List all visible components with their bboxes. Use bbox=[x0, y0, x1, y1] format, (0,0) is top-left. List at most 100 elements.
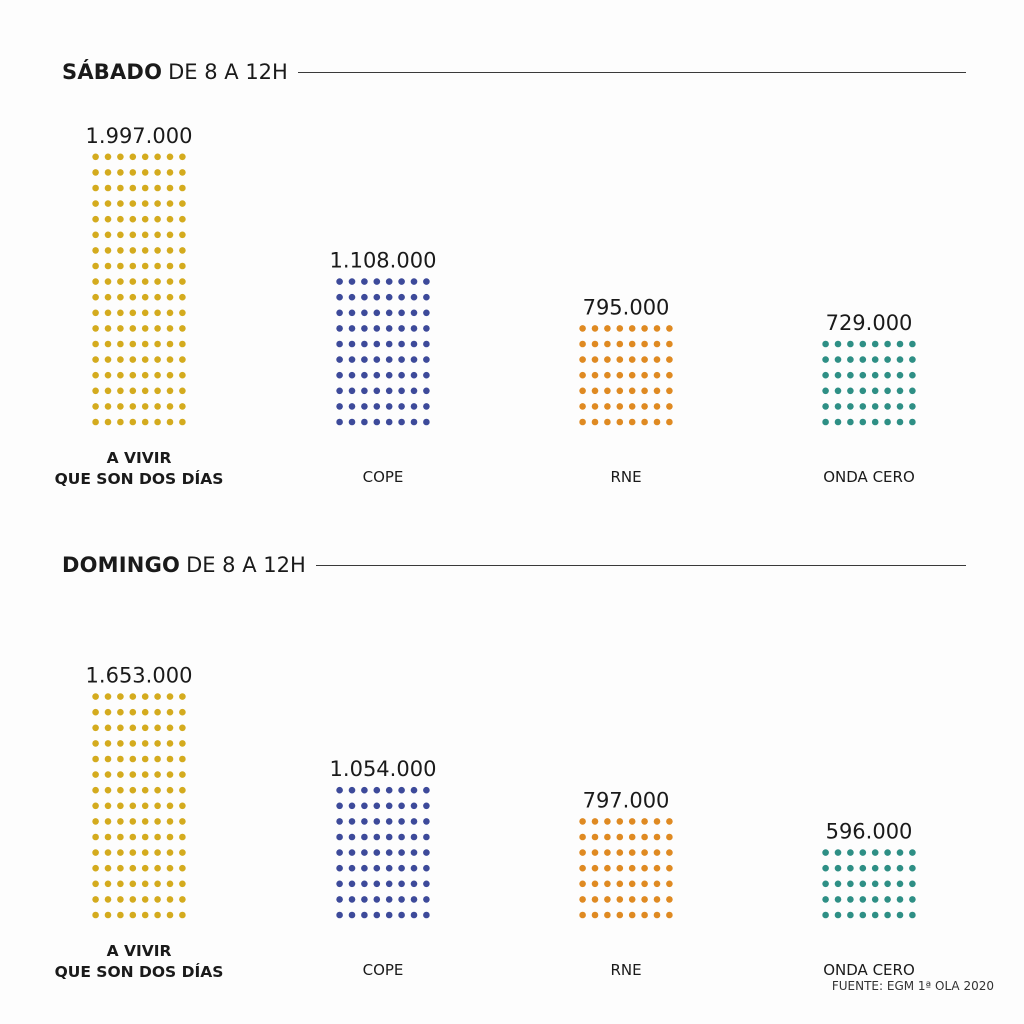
sunday-dot bbox=[373, 911, 381, 919]
sunday-dot bbox=[129, 864, 137, 872]
saturday-dot bbox=[104, 293, 112, 301]
saturday-dot bbox=[579, 340, 586, 348]
saturday-category-label-rne: RNE bbox=[610, 468, 641, 486]
saturday-dot bbox=[361, 387, 368, 395]
saturday-dot bbox=[336, 356, 343, 363]
saturday-dot bbox=[822, 387, 829, 395]
sunday-dot bbox=[361, 911, 368, 919]
saturday-dot bbox=[859, 387, 867, 395]
saturday-dot bbox=[154, 278, 161, 285]
saturday-dot bbox=[604, 325, 611, 332]
saturday-dot bbox=[104, 418, 112, 426]
saturday-dot bbox=[579, 371, 586, 379]
sunday-value-label-rne: 797.000 bbox=[583, 788, 670, 812]
saturday-dot bbox=[859, 403, 867, 410]
sunday-category-label-a-vivir: QUE SON DOS DÍAS bbox=[55, 962, 224, 981]
saturday-dot bbox=[666, 325, 673, 332]
saturday-dot bbox=[348, 325, 356, 332]
sunday-dot bbox=[166, 833, 174, 841]
saturday-dot bbox=[641, 356, 648, 363]
saturday-dot bbox=[834, 387, 842, 395]
sunday-dot bbox=[117, 849, 124, 856]
saturday-dot bbox=[117, 200, 124, 207]
sunday-dot bbox=[822, 864, 829, 872]
sunday-dot bbox=[909, 849, 916, 856]
saturday-dot bbox=[117, 215, 124, 223]
saturday-dot bbox=[92, 418, 99, 426]
sunday-panel: DOMINGO DE 8 A 12H 1.653.000 A VIVIR QUE S… bbox=[0, 545, 1024, 1005]
saturday-dot bbox=[154, 293, 161, 301]
sunday-dot bbox=[859, 864, 867, 872]
saturday-dot bbox=[847, 387, 854, 395]
saturday-dot bbox=[385, 309, 393, 317]
saturday-dot bbox=[628, 403, 636, 410]
sunday-dot bbox=[884, 896, 891, 903]
saturday-dot bbox=[154, 169, 161, 176]
saturday-dot bbox=[591, 340, 599, 348]
saturday-dot bbox=[154, 215, 161, 223]
saturday-dot bbox=[616, 340, 624, 348]
sunday-dot bbox=[398, 786, 405, 794]
sunday-dot bbox=[579, 818, 586, 825]
sunday-dot bbox=[628, 880, 636, 888]
saturday-dot bbox=[847, 403, 854, 410]
sunday-dot bbox=[336, 880, 343, 888]
saturday-dot bbox=[348, 340, 356, 348]
sunday-dot bbox=[141, 864, 149, 872]
saturday-dot bbox=[871, 371, 879, 379]
sunday-dot bbox=[154, 708, 161, 716]
sunday-dot bbox=[129, 724, 137, 732]
sunday-dot bbox=[154, 911, 161, 919]
sunday-dot bbox=[154, 849, 161, 856]
saturday-dot bbox=[141, 356, 149, 363]
sunday-dot bbox=[616, 911, 624, 919]
saturday-dot bbox=[628, 340, 636, 348]
sunday-dot bbox=[385, 802, 393, 810]
sunday-dot bbox=[141, 833, 149, 841]
saturday-dot bbox=[666, 356, 673, 363]
sunday-dot bbox=[348, 864, 356, 872]
sunday-dot bbox=[166, 786, 174, 794]
saturday-panel: SÁBADO DE 8 A 12H 1.997.000 A VIVIR QUE SO… bbox=[0, 52, 1024, 512]
sunday-dot bbox=[579, 849, 586, 856]
sunday-dot bbox=[410, 864, 418, 872]
sunday-dot bbox=[92, 693, 99, 700]
saturday-dot bbox=[92, 215, 99, 223]
sunday-dot bbox=[154, 818, 161, 825]
saturday-dot bbox=[591, 371, 599, 379]
sunday-dot bbox=[154, 896, 161, 903]
saturday-dot bbox=[166, 262, 174, 270]
sunday-dot bbox=[166, 802, 174, 810]
saturday-dot bbox=[884, 356, 891, 363]
sunday-dot bbox=[179, 849, 186, 856]
saturday-dot bbox=[410, 278, 418, 285]
saturday-dot bbox=[166, 309, 174, 317]
sunday-dot bbox=[398, 864, 405, 872]
sunday-dot bbox=[591, 833, 599, 841]
saturday-dot bbox=[117, 231, 124, 239]
sunday-dot bbox=[141, 911, 149, 919]
sunday-dot bbox=[423, 786, 430, 794]
sunday-dot bbox=[361, 849, 368, 856]
saturday-dot bbox=[884, 387, 891, 395]
saturday-dot bbox=[398, 387, 405, 395]
saturday-dot bbox=[423, 387, 430, 395]
saturday-dot bbox=[641, 340, 648, 348]
sunday-dot bbox=[154, 864, 161, 872]
saturday-dot bbox=[129, 387, 137, 395]
sunday-dot bbox=[129, 880, 137, 888]
saturday-dot bbox=[179, 200, 186, 207]
saturday-dot bbox=[179, 215, 186, 223]
saturday-dot bbox=[373, 371, 381, 379]
saturday-dot bbox=[604, 387, 611, 395]
saturday-dot bbox=[896, 387, 904, 395]
sunday-dot bbox=[336, 864, 343, 872]
sunday-dot bbox=[166, 818, 174, 825]
sunday-dot bbox=[129, 771, 137, 778]
saturday-dot bbox=[348, 309, 356, 317]
sunday-dot bbox=[909, 864, 916, 872]
saturday-dot bbox=[166, 403, 174, 410]
saturday-category-label-cope: COPE bbox=[363, 468, 404, 486]
saturday-dot bbox=[179, 325, 186, 332]
sunday-dot bbox=[348, 911, 356, 919]
